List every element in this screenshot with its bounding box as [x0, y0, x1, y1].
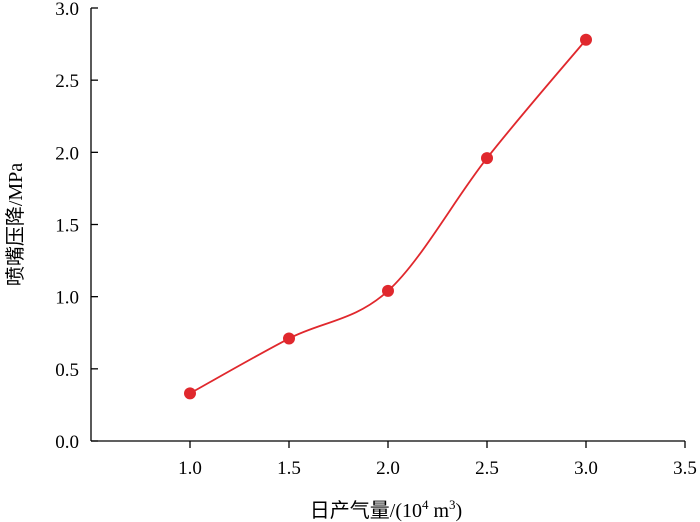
x-tick-label: 3.5 [673, 458, 697, 479]
x-axis-label-unit: m [428, 500, 449, 522]
axes [90, 8, 685, 442]
x-tick-label: 2.5 [475, 458, 499, 479]
y-ticks: 0.0 0.5 1.0 1.5 2.0 2.5 3.0 [55, 0, 98, 453]
y-tick-label: 2.5 [55, 71, 79, 92]
y-axis-label: 喷嘴压降/MPa [4, 163, 27, 286]
y-tick-label: 1.5 [55, 216, 79, 237]
x-axis-label-text: 日产气量/(10 [310, 499, 422, 522]
x-axis-label: 日产气量/(104 m3) [310, 497, 462, 522]
x-tick-label: 1.5 [277, 458, 301, 479]
series-line [189, 39, 587, 395]
data-point [382, 284, 394, 297]
x-tick-label: 2.0 [376, 458, 400, 479]
x-axis-label-exponent-1: 4 [422, 497, 429, 512]
x-tick-label: 3.0 [574, 458, 598, 479]
data-point [184, 387, 196, 400]
series-layer [184, 33, 592, 400]
data-point [580, 33, 592, 46]
y-tick-label: 1.0 [55, 288, 79, 309]
x-axis-label-close: ) [456, 500, 463, 522]
x-axis-label-exponent-2: 3 [449, 497, 456, 512]
y-tick-label: 0.0 [55, 432, 79, 453]
x-ticks: 1.0 1.5 2.0 2.5 3.0 3.5 [178, 441, 697, 479]
data-point [283, 332, 295, 345]
x-tick-label: 1.0 [178, 458, 202, 479]
y-tick-label: 3.0 [55, 0, 79, 20]
y-tick-label: 0.5 [55, 360, 79, 381]
y-tick-label: 2.0 [55, 143, 79, 164]
data-point [481, 152, 493, 165]
